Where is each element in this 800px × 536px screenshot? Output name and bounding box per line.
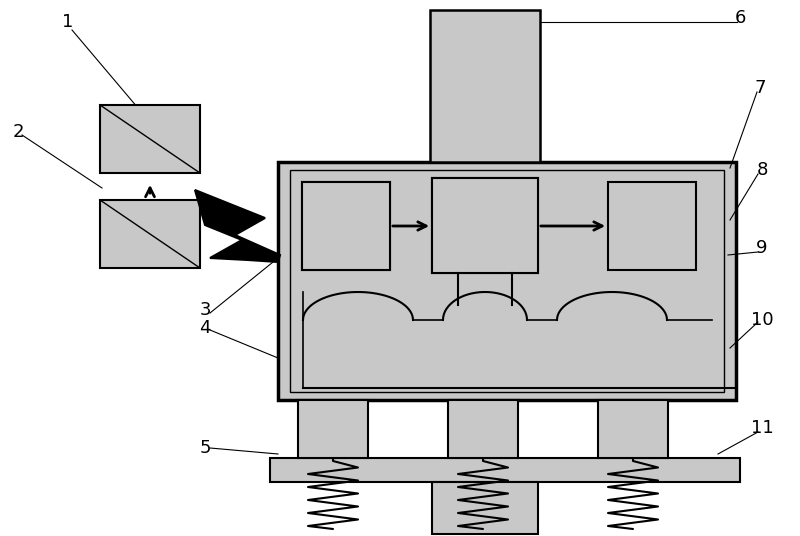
Bar: [270, 458, 740, 482]
Bar: [432, 482, 538, 534]
Text: 5: 5: [199, 439, 210, 457]
Bar: [432, 178, 538, 273]
Bar: [290, 170, 724, 392]
Text: 3: 3: [199, 301, 210, 319]
Text: 7: 7: [754, 79, 766, 97]
Text: 9: 9: [756, 239, 768, 257]
Polygon shape: [195, 190, 280, 262]
Bar: [278, 162, 736, 400]
Bar: [598, 400, 668, 458]
Text: 6: 6: [734, 9, 746, 27]
Bar: [432, 178, 538, 273]
Bar: [302, 182, 390, 270]
Text: 8: 8: [756, 161, 768, 179]
Bar: [100, 105, 200, 173]
Text: 10: 10: [750, 311, 774, 329]
Text: 2: 2: [12, 123, 24, 141]
Bar: [448, 400, 518, 458]
Bar: [608, 182, 696, 270]
Bar: [100, 200, 200, 268]
Text: 11: 11: [750, 419, 774, 437]
Text: 1: 1: [62, 13, 74, 31]
Bar: [298, 400, 368, 458]
Text: 4: 4: [199, 319, 210, 337]
Bar: [430, 10, 540, 162]
Bar: [302, 182, 390, 270]
